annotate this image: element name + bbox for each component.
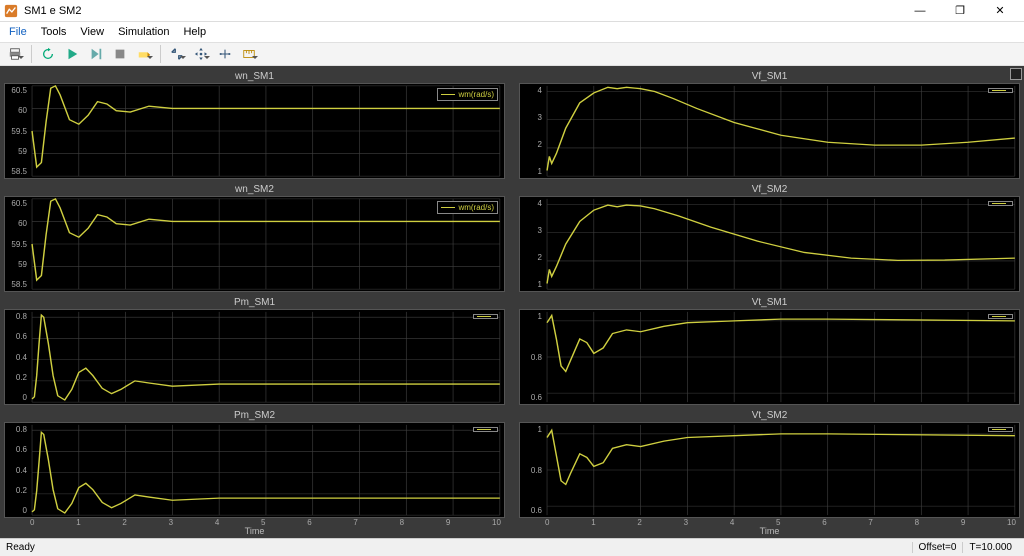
plot-Vt_SM2: Vt_SM210.80.6	[519, 409, 1020, 518]
legend[interactable]	[988, 201, 1013, 206]
run-icon[interactable]	[61, 44, 83, 64]
legend-swatch	[477, 316, 491, 317]
legend-swatch	[477, 429, 491, 430]
plot-svg	[520, 310, 1019, 404]
plot-Pm_SM2: Pm_SM20.80.60.40.20	[4, 409, 505, 518]
plot-Vt_SM1: Vt_SM110.80.6	[519, 296, 1020, 405]
print-icon[interactable]	[4, 44, 26, 64]
menu-file[interactable]: File	[2, 24, 34, 40]
x-axis-right: 012345678910 Time	[519, 518, 1020, 534]
plot-axes[interactable]: 4321	[519, 83, 1020, 179]
plot-title: wn_SM1	[4, 70, 505, 83]
legend[interactable]	[988, 314, 1013, 319]
toolbar-separator	[31, 45, 32, 63]
status-offset: Offset=0	[912, 542, 963, 553]
status-ready: Ready	[6, 542, 912, 553]
legend-swatch	[441, 94, 455, 95]
x-axis-left: 012345678910 Time	[4, 518, 505, 534]
plot-svg	[5, 310, 504, 404]
plot-axes[interactable]: 60.56059.55958.5 wm(rad/s)	[4, 83, 505, 179]
plot-title: Vf_SM1	[519, 70, 1020, 83]
plot-wn_SM1: wn_SM160.56059.55958.5 wm(rad/s)	[4, 70, 505, 179]
scope-area: wn_SM160.56059.55958.5 wm(rad/s)Vf_SM143…	[0, 66, 1024, 538]
app-icon	[4, 4, 18, 18]
plot-svg	[520, 84, 1019, 178]
plot-svg	[5, 423, 504, 517]
legend-swatch	[992, 316, 1006, 317]
plot-title: wn_SM2	[4, 183, 505, 196]
menu-tools[interactable]: Tools	[34, 24, 74, 40]
legend[interactable]	[473, 314, 498, 319]
plot-title: Pm_SM1	[4, 296, 505, 309]
scope-grid: wn_SM160.56059.55958.5 wm(rad/s)Vf_SM143…	[4, 70, 1020, 518]
close-button[interactable]: ✕	[980, 0, 1020, 22]
plot-title: Pm_SM2	[4, 409, 505, 422]
plot-Vf_SM1: Vf_SM14321	[519, 70, 1020, 179]
legend-label: wm(rad/s)	[458, 203, 494, 212]
window-controls: — ❐ ✕	[900, 0, 1020, 22]
legend-swatch	[992, 203, 1006, 204]
legend-swatch	[992, 429, 1006, 430]
maximize-button[interactable]: ❐	[940, 0, 980, 22]
plot-axes[interactable]: 4321	[519, 196, 1020, 292]
plot-axes[interactable]: 0.80.60.40.20	[4, 309, 505, 405]
status-right: Offset=0T=10.000	[912, 542, 1018, 553]
maximize-icon: ❐	[955, 4, 965, 17]
plot-Vf_SM2: Vf_SM24321	[519, 183, 1020, 292]
plot-title: Vt_SM2	[519, 409, 1020, 422]
highlight-icon[interactable]	[133, 44, 155, 64]
zoom-icon[interactable]	[166, 44, 188, 64]
pan-icon[interactable]	[190, 44, 212, 64]
x-axis-label: Time	[519, 526, 1020, 536]
stop-icon[interactable]	[109, 44, 131, 64]
legend[interactable]	[988, 88, 1013, 93]
menubar: FileToolsViewSimulationHelp	[0, 22, 1024, 42]
plot-svg	[520, 423, 1019, 517]
legend[interactable]	[473, 427, 498, 432]
x-axis-label: Time	[4, 526, 505, 536]
plot-svg	[520, 197, 1019, 291]
close-icon: ✕	[995, 4, 1004, 17]
legend[interactable]: wm(rad/s)	[437, 201, 498, 214]
step-icon[interactable]	[85, 44, 107, 64]
plot-svg	[5, 84, 504, 178]
plot-axes[interactable]: 10.80.6	[519, 422, 1020, 518]
plot-svg	[5, 197, 504, 291]
titlebar: SM1 e SM2 — ❐ ✕	[0, 0, 1024, 22]
plot-axes[interactable]: 10.80.6	[519, 309, 1020, 405]
cursor-icon[interactable]	[214, 44, 236, 64]
plot-title: Vf_SM2	[519, 183, 1020, 196]
restart-icon[interactable]	[37, 44, 59, 64]
minimize-icon: —	[915, 5, 926, 17]
status-time: T=10.000	[962, 542, 1018, 553]
legend-label: wm(rad/s)	[458, 90, 494, 99]
measure-icon[interactable]	[238, 44, 260, 64]
plot-wn_SM2: wn_SM260.56059.55958.5 wm(rad/s)	[4, 183, 505, 292]
x-axis-row: 012345678910 Time 012345678910 Time	[4, 518, 1020, 534]
toolbar	[0, 42, 1024, 66]
menu-simulation[interactable]: Simulation	[111, 24, 176, 40]
plot-Pm_SM1: Pm_SM10.80.60.40.20	[4, 296, 505, 405]
legend[interactable]	[988, 427, 1013, 432]
application-window: SM1 e SM2 — ❐ ✕ FileToolsViewSimulationH…	[0, 0, 1024, 556]
legend[interactable]: wm(rad/s)	[437, 88, 498, 101]
menu-view[interactable]: View	[73, 24, 111, 40]
window-title: SM1 e SM2	[24, 5, 900, 17]
plot-title: Vt_SM1	[519, 296, 1020, 309]
plot-axes[interactable]: 0.80.60.40.20	[4, 422, 505, 518]
statusbar: Ready Offset=0T=10.000	[0, 538, 1024, 556]
legend-swatch	[992, 90, 1006, 91]
toolbar-separator	[160, 45, 161, 63]
minimize-button[interactable]: —	[900, 0, 940, 22]
plot-axes[interactable]: 60.56059.55958.5 wm(rad/s)	[4, 196, 505, 292]
legend-swatch	[441, 207, 455, 208]
menu-help[interactable]: Help	[176, 24, 213, 40]
